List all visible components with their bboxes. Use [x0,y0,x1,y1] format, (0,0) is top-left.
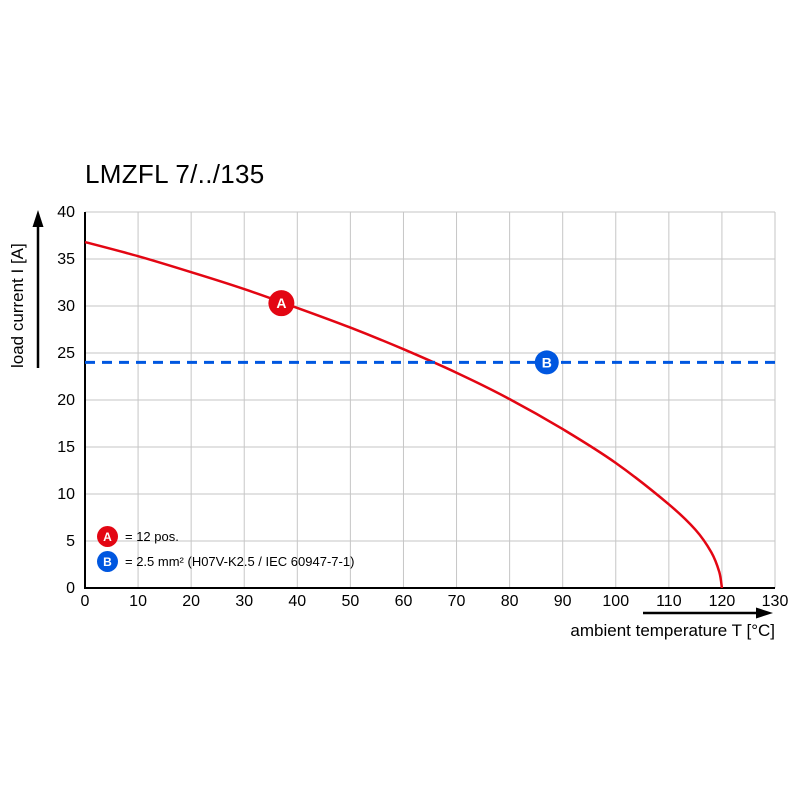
svg-text:5: 5 [66,533,75,550]
legend-item-a: A = 12 pos. [97,526,354,547]
legend-marker-a-icon: A [97,526,118,547]
svg-text:20: 20 [182,593,200,610]
svg-text:50: 50 [341,593,359,610]
svg-text:110: 110 [656,593,682,610]
svg-text:B: B [542,354,552,370]
legend: A = 12 pos. B = 2.5 mm² (H07V-K2.5 / IEC… [97,526,354,576]
svg-text:20: 20 [57,392,75,409]
svg-text:0: 0 [81,593,90,610]
legend-label-b: = 2.5 mm² (H07V-K2.5 / IEC 60947-7-1) [125,554,355,569]
chart-title: LMZFL 7/../135 [85,159,265,189]
svg-text:40: 40 [288,593,306,610]
svg-text:30: 30 [235,593,253,610]
x-axis-arrow-icon [643,607,773,619]
svg-text:35: 35 [57,251,75,268]
svg-text:0: 0 [66,580,75,597]
svg-text:30: 30 [57,298,75,315]
svg-text:10: 10 [57,486,75,503]
svg-text:15: 15 [57,439,75,456]
svg-text:120: 120 [709,593,736,610]
y-axis-arrow-icon [32,210,44,368]
gridlines [85,211,776,588]
svg-text:130: 130 [762,593,789,610]
legend-label-a: = 12 pos. [125,529,179,544]
svg-text:25: 25 [57,345,75,362]
svg-text:40: 40 [57,204,75,221]
svg-text:90: 90 [554,593,572,610]
series-markers: AB [268,290,559,375]
legend-marker-b-icon: B [97,551,118,572]
series-lines [84,240,775,589]
svg-text:A: A [276,295,286,311]
svg-text:80: 80 [501,593,519,610]
tick-labels: 0 10 20 30 40 50 60 70 80 90 100 110 120 130 0 5 10 15 20 2… [57,204,788,610]
svg-text:100: 100 [602,593,629,610]
x-axis-label: ambient temperature T [°C] [570,621,775,640]
svg-text:70: 70 [448,593,466,610]
svg-text:10: 10 [129,593,147,610]
svg-text:60: 60 [395,593,413,610]
legend-item-b: B = 2.5 mm² (H07V-K2.5 / IEC 60947-7-1) [97,551,354,572]
axes [84,212,775,589]
